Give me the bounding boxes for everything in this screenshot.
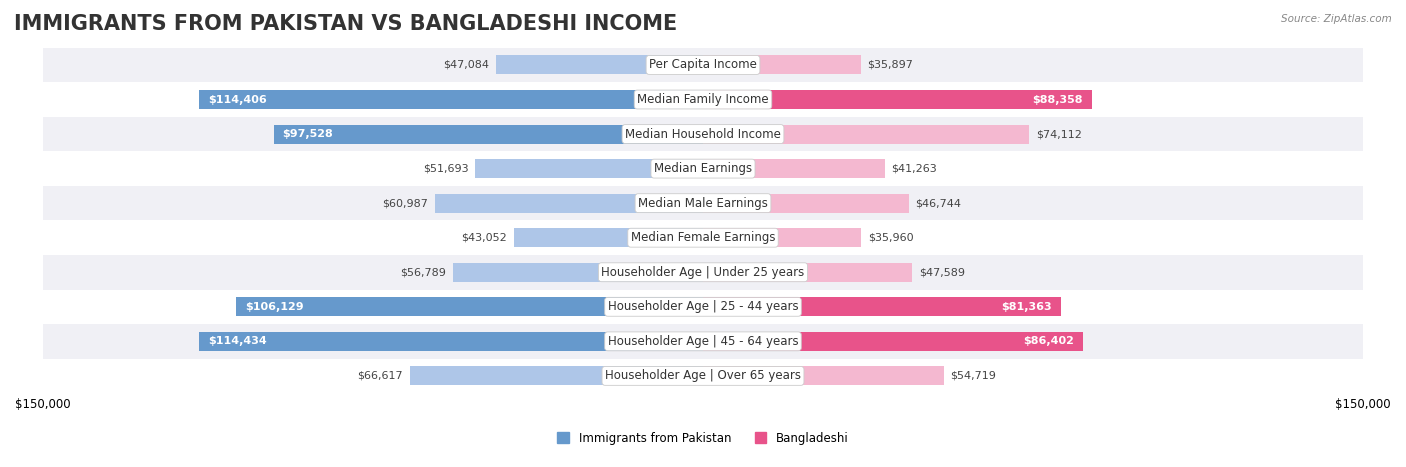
Text: Householder Age | 45 - 64 years: Householder Age | 45 - 64 years [607,335,799,348]
Bar [274,125,703,143]
Bar [703,263,912,282]
Bar [513,228,703,247]
Bar [703,56,860,74]
Text: $106,129: $106,129 [245,302,304,312]
Text: $35,897: $35,897 [868,60,914,70]
Bar [703,332,1083,351]
Bar [703,125,1029,143]
Bar [236,297,703,316]
Text: $114,406: $114,406 [208,94,267,105]
Bar [453,263,703,282]
Text: $81,363: $81,363 [1001,302,1052,312]
Text: $46,744: $46,744 [915,198,962,208]
Text: Householder Age | Under 25 years: Householder Age | Under 25 years [602,266,804,279]
Text: IMMIGRANTS FROM PAKISTAN VS BANGLADESHI INCOME: IMMIGRANTS FROM PAKISTAN VS BANGLADESHI … [14,14,678,34]
Text: $56,789: $56,789 [401,267,447,277]
Text: $86,402: $86,402 [1024,336,1074,347]
Text: Median Male Earnings: Median Male Earnings [638,197,768,210]
Bar [42,117,1364,151]
Bar [200,90,703,109]
Bar [42,186,1364,220]
Text: $47,589: $47,589 [920,267,965,277]
Text: Median Female Earnings: Median Female Earnings [631,231,775,244]
Bar [42,290,1364,324]
Text: $43,052: $43,052 [461,233,508,243]
Text: $74,112: $74,112 [1036,129,1081,139]
Text: $47,084: $47,084 [443,60,489,70]
Text: $97,528: $97,528 [283,129,333,139]
Bar [200,332,703,351]
Bar [703,90,1092,109]
Bar [409,367,703,385]
Bar [42,82,1364,117]
Bar [42,324,1364,359]
Bar [42,359,1364,393]
Text: $51,693: $51,693 [423,163,468,174]
Text: Median Household Income: Median Household Income [626,127,780,141]
Bar [496,56,703,74]
Bar [434,194,703,212]
Text: Median Earnings: Median Earnings [654,162,752,175]
Bar [475,159,703,178]
Bar [42,151,1364,186]
Bar [703,194,908,212]
Bar [42,220,1364,255]
Text: Median Family Income: Median Family Income [637,93,769,106]
Text: $114,434: $114,434 [208,336,267,347]
Bar [703,367,943,385]
Text: $60,987: $60,987 [382,198,427,208]
Text: $66,617: $66,617 [357,371,404,381]
Text: $54,719: $54,719 [950,371,997,381]
Bar [703,297,1062,316]
Bar [42,255,1364,290]
Bar [703,159,884,178]
Text: Householder Age | 25 - 44 years: Householder Age | 25 - 44 years [607,300,799,313]
Legend: Immigrants from Pakistan, Bangladeshi: Immigrants from Pakistan, Bangladeshi [553,427,853,449]
Text: $35,960: $35,960 [868,233,914,243]
Text: Per Capita Income: Per Capita Income [650,58,756,71]
Text: Source: ZipAtlas.com: Source: ZipAtlas.com [1281,14,1392,24]
Text: $41,263: $41,263 [891,163,936,174]
Bar [42,48,1364,82]
Bar [703,228,862,247]
Text: Householder Age | Over 65 years: Householder Age | Over 65 years [605,369,801,382]
Text: $88,358: $88,358 [1032,94,1083,105]
